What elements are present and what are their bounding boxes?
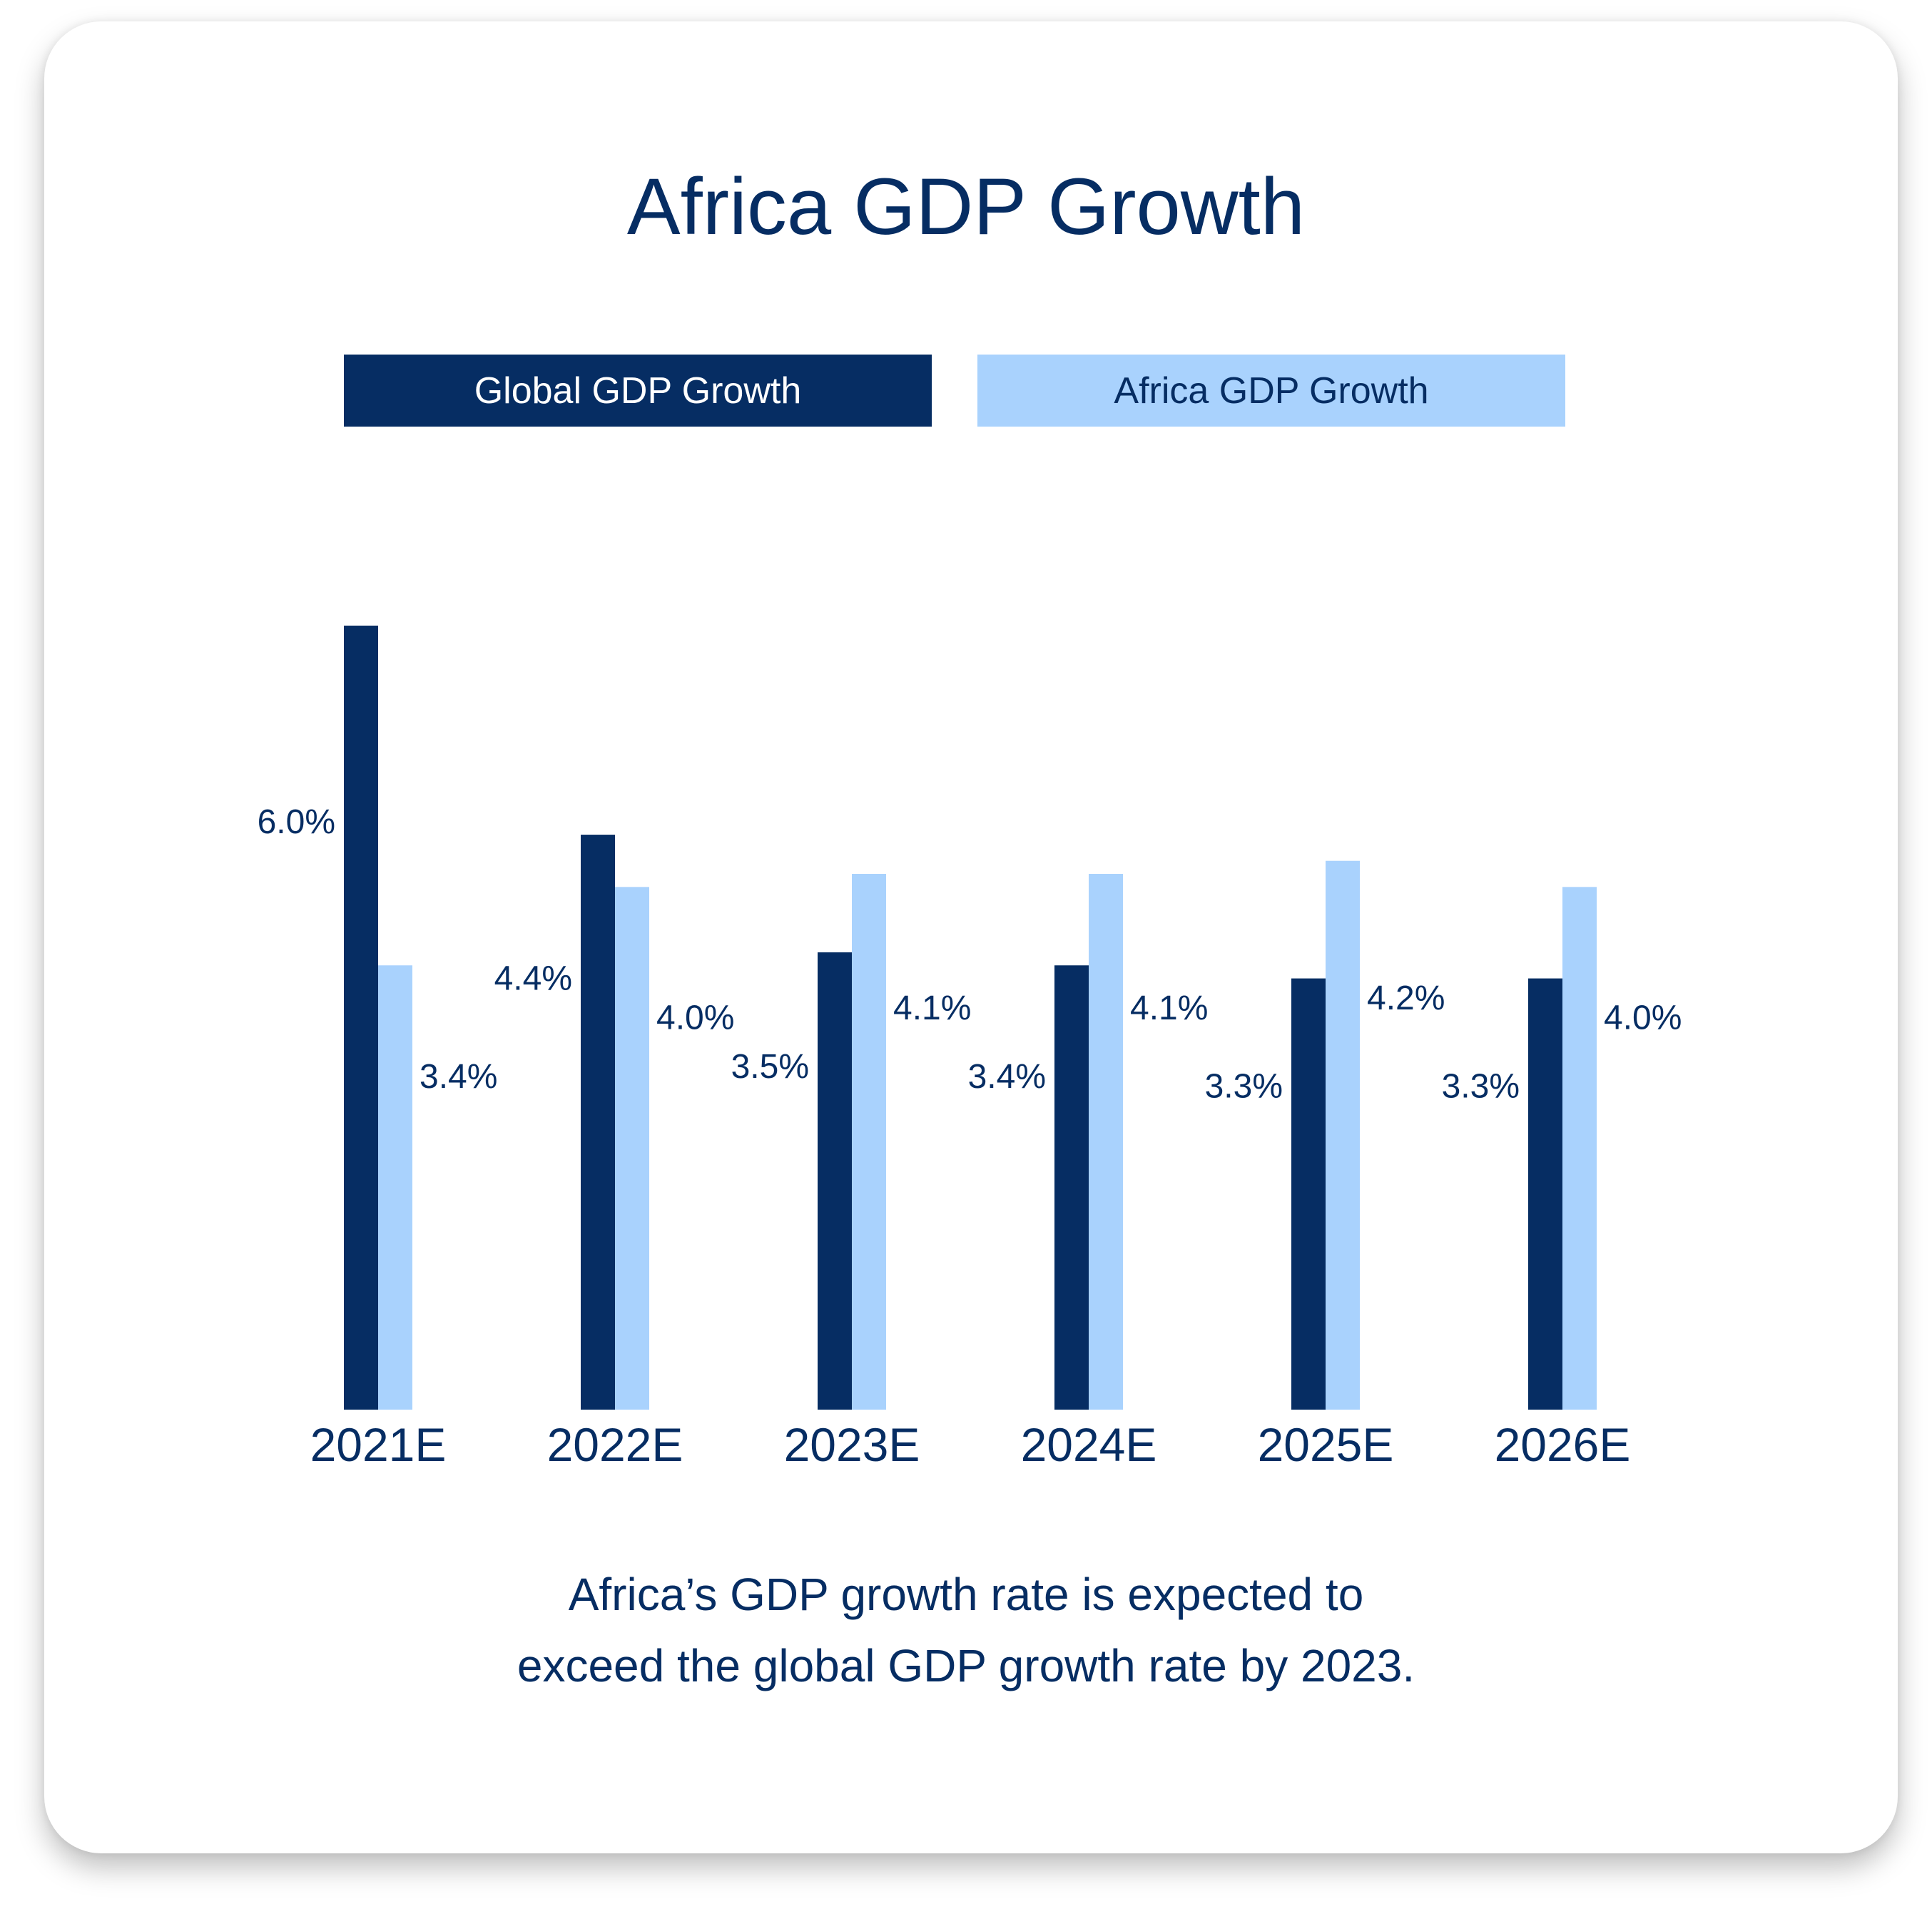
data-label-africa-2026E: 4.0% xyxy=(1604,999,1682,1037)
data-label-global-2023E: 3.5% xyxy=(731,1048,809,1086)
bar-global-2025E xyxy=(1291,978,1326,1410)
data-label-africa-2024E: 4.1% xyxy=(1130,989,1208,1027)
legend-global-gdp-growth: Global GDP Growth xyxy=(344,355,932,427)
chart-caption: Africa’s GDP growth rate is expected to … xyxy=(0,1559,1932,1701)
data-label-africa-2022E: 4.0% xyxy=(656,999,734,1037)
data-label-global-2026E: 3.3% xyxy=(1442,1068,1520,1106)
bar-global-2022E xyxy=(581,835,615,1410)
data-label-global-2021E: 6.0% xyxy=(258,803,335,841)
x-tick-label: 2023E xyxy=(784,1418,920,1471)
x-tick-label: 2021E xyxy=(310,1418,447,1471)
caption-line-2: exceed the global GDP growth rate by 202… xyxy=(517,1640,1415,1691)
x-tick-label: 2026E xyxy=(1495,1418,1631,1471)
x-tick-label: 2024E xyxy=(1021,1418,1157,1471)
chart-title: Africa GDP Growth xyxy=(626,162,1306,251)
bar-global-2024E xyxy=(1054,965,1089,1410)
bar-global-2026E xyxy=(1528,978,1562,1410)
bar-africa-2022E xyxy=(615,887,649,1410)
bar-africa-2024E xyxy=(1089,874,1123,1410)
data-label-africa-2023E: 4.1% xyxy=(893,989,971,1027)
data-label-global-2025E: 3.3% xyxy=(1205,1068,1283,1106)
bar-africa-2025E xyxy=(1326,860,1360,1410)
caption-line-1: Africa’s GDP growth rate is expected to xyxy=(568,1569,1364,1620)
data-label-africa-2021E: 3.4% xyxy=(420,1058,497,1096)
x-tick-label: 2025E xyxy=(1258,1418,1394,1471)
bar-africa-2023E xyxy=(852,874,886,1410)
bar-africa-2026E xyxy=(1562,887,1597,1410)
data-label-global-2024E: 3.4% xyxy=(968,1058,1046,1096)
bar-global-2023E xyxy=(818,952,852,1410)
bar-africa-2021E xyxy=(378,965,412,1410)
data-label-africa-2025E: 4.2% xyxy=(1367,979,1445,1017)
bar-global-2021E xyxy=(344,626,378,1410)
data-label-global-2022E: 4.4% xyxy=(494,960,572,998)
legend-africa-gdp-growth: Africa GDP Growth xyxy=(977,355,1565,427)
x-tick-label: 2022E xyxy=(547,1418,683,1471)
